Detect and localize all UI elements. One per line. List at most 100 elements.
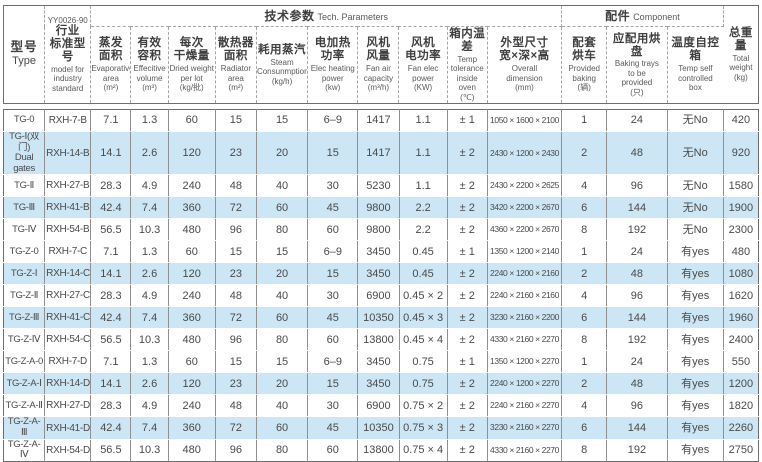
type-cell: TG-Z-Ⅰ xyxy=(3,262,46,286)
value-cell: 60 xyxy=(168,240,216,264)
value-cell: 920 xyxy=(723,131,759,176)
model-cell: RXH-41-D xyxy=(44,416,92,440)
value-cell: 23 xyxy=(215,262,257,286)
group-header-component: 配件 Component xyxy=(561,5,724,27)
col-label-zh: 电加热 功率 xyxy=(314,37,351,63)
col-label-en: Steam Consunmption (kg/h) xyxy=(256,57,308,86)
value-cell: 2400 xyxy=(723,328,759,352)
table-row: TG-0 RXH-7-B 7.1 1.3 60 15 15 6–9 1417 1.1 ± 1 1050… xyxy=(3,109,759,132)
value-cell: 56.5 xyxy=(90,328,132,352)
value-cell: 15 xyxy=(307,262,359,286)
value-cell: 有yes xyxy=(667,306,724,330)
value-cell: 23 xyxy=(215,372,257,396)
dimension-cell: 1050 × 1600 × 2100 xyxy=(487,109,563,132)
value-cell: ± 2 xyxy=(447,394,488,418)
standard-code-label: YY0026-90 xyxy=(47,15,88,25)
table-row: TG-Z-Ⅰ RXH-14-C 14.1 2.6 120 23 20 15 3450 0.45 ± … xyxy=(3,262,759,286)
dimension-cell: 3230 × 2160 × 2270 xyxy=(487,416,563,440)
value-cell: 24 xyxy=(606,240,668,264)
value-cell: 40 xyxy=(256,284,309,308)
col-label-zh: 耗用蒸汽 xyxy=(258,43,307,56)
value-cell: 24 xyxy=(606,109,668,132)
col-label-en: Fan air capacity (m³/h) xyxy=(363,64,394,93)
value-cell: 240 xyxy=(168,174,216,198)
value-cell: 9800 xyxy=(357,196,400,220)
value-cell: 有yes xyxy=(667,262,724,286)
value-cell: 72 xyxy=(215,306,257,330)
dimension-cell: 4360 × 2200 × 2670 xyxy=(487,218,563,242)
col-header-tech-2: 每次 干燥量 Dried weight per lot (kg/批) xyxy=(168,26,216,104)
value-cell: 45 xyxy=(307,306,359,330)
component-group-label-en: Component xyxy=(633,12,680,22)
table-row: TG-Ⅲ RXH-41-B 42.4 7.4 360 72 60 45 9800 2.2 ± 2 34… xyxy=(3,196,759,220)
value-cell: 2300 xyxy=(723,218,759,242)
value-cell: 15 xyxy=(256,109,309,132)
value-cell: 2.6 xyxy=(130,372,169,396)
value-cell: 10.3 xyxy=(130,218,169,242)
value-cell: 2 xyxy=(561,262,608,286)
model-cell: RXH-14-C xyxy=(44,262,92,286)
type-cell: TG-Z-0 xyxy=(3,240,46,264)
table-row: TG-Z-A-Ⅳ RXH-54-D 56.5 10.3 480 96 80 60 13800 0.… xyxy=(3,439,759,462)
spec-sheet: 型号 Type YY0026-90 行业 标准型号 model for indu… xyxy=(3,5,759,462)
value-cell: 15 xyxy=(307,131,359,176)
col-header-tech-1: 有效 容积 Effecitive volume (m³) xyxy=(130,26,169,104)
value-cell: 1900 xyxy=(723,196,759,220)
col-label-en: Baking trays to be provided (只) xyxy=(614,59,659,97)
value-cell: 80 xyxy=(256,218,309,242)
value-cell: 192 xyxy=(606,328,668,352)
value-cell: ± 2 xyxy=(447,174,488,198)
tech-group-label-zh: 技术参数 xyxy=(264,9,315,23)
col-label-zh: 散热器 面积 xyxy=(217,37,254,63)
value-cell: 1080 xyxy=(723,262,759,286)
table-row: TG-Z-Ⅱ RXH-27-C 28.3 4.9 240 48 40 30 6900 0.45 ×… xyxy=(3,284,759,308)
col-header-tech-6: 风机 风量 Fan air capacity (m³/h) xyxy=(357,26,400,104)
col-header-tech-8: 箱内温差 Temp tolerance inside oven (℃) xyxy=(447,26,488,104)
value-cell: 无No xyxy=(667,218,724,242)
value-cell: ± 2 xyxy=(447,416,488,440)
data-table: TG-0 RXH-7-B 7.1 1.3 60 15 15 6–9 1417 1.1 ± 1 1050… xyxy=(3,108,759,462)
value-cell: 15 xyxy=(215,240,257,264)
value-cell: 480 xyxy=(168,439,216,462)
value-cell: 60 xyxy=(307,439,359,462)
value-cell: 96 xyxy=(606,174,668,198)
value-cell: 6 xyxy=(561,416,608,440)
value-cell: 8 xyxy=(561,328,608,352)
table-row: TG-Z-A-Ⅲ RXH-41-D 42.4 7.4 360 72 60 45 10350 0.7… xyxy=(3,416,759,440)
model-cell: RXH-14-D xyxy=(44,372,92,396)
col-header-tech-3: 散热器 面积 Radiator area (m²) xyxy=(215,26,257,104)
standard-label-zh: 行业 标准型号 xyxy=(49,25,86,64)
value-cell: 1 xyxy=(561,109,608,132)
type-cell: TG-Z-Ⅲ xyxy=(3,306,46,330)
value-cell: 6900 xyxy=(357,284,400,308)
value-cell: 7.1 xyxy=(90,350,132,374)
value-cell: 480 xyxy=(168,218,216,242)
col-header-component-1: 应配用烘盘 Baking trays to be provided (只) xyxy=(606,26,668,104)
type-cell: TG-Z-A-0 xyxy=(3,350,46,374)
value-cell: 无No xyxy=(667,131,724,176)
value-cell: 无No xyxy=(667,109,724,132)
value-cell: ± 2 xyxy=(447,306,488,330)
value-cell: 0.45 × 3 xyxy=(399,306,448,330)
type-cell: TG-Z-A-Ⅱ xyxy=(3,394,46,418)
value-cell: 96 xyxy=(606,394,668,418)
value-cell: 120 xyxy=(168,262,216,286)
value-cell: 96 xyxy=(215,439,257,462)
value-cell: 80 xyxy=(256,439,309,462)
dimension-cell: 3230 × 2160 × 2200 xyxy=(487,306,563,330)
model-cell: RXH-41-C xyxy=(44,306,92,330)
col-label-zh: 箱内温差 xyxy=(449,28,486,53)
col-label-en: Provided baking (辆) xyxy=(568,64,600,93)
value-cell: 240 xyxy=(168,394,216,418)
value-cell: 144 xyxy=(606,196,668,220)
type-cell: TG-0 xyxy=(3,109,46,132)
value-cell: 3450 xyxy=(357,350,400,374)
value-cell: 72 xyxy=(215,196,257,220)
value-cell: 360 xyxy=(168,306,216,330)
value-cell: 6–9 xyxy=(307,109,359,132)
value-cell: 360 xyxy=(168,196,216,220)
value-cell: 56.5 xyxy=(90,218,132,242)
value-cell: 72 xyxy=(215,416,257,440)
